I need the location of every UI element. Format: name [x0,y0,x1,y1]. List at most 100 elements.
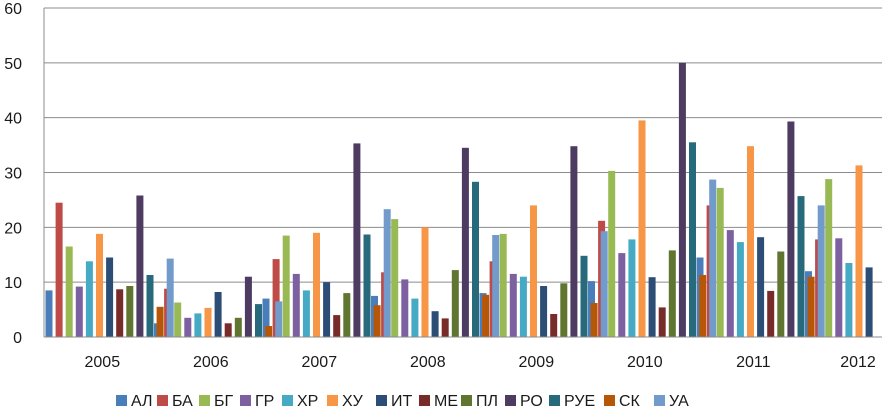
legend-swatch [157,395,168,406]
bar [383,209,391,337]
bar [482,294,490,337]
bar [272,259,280,337]
legend-swatch [654,395,665,406]
bar [658,307,666,337]
bar [855,165,863,337]
y-tick-label: 40 [4,111,22,128]
bar [699,275,707,337]
legend-swatch [327,395,338,406]
bar [648,277,656,337]
legend-label: РО [520,393,543,410]
legend-swatch [199,395,210,406]
y-tick-label: 20 [4,220,22,237]
bar [106,257,114,337]
bar [244,276,252,337]
bar [709,179,717,337]
bar [214,292,222,337]
legend-swatch [376,395,387,406]
legend-label: РУЕ [564,393,595,410]
bar [590,303,598,337]
bar [65,246,73,337]
legend-swatch [116,395,127,406]
bar [689,142,696,337]
bar [580,255,588,337]
bar [492,235,500,337]
bar [797,196,805,337]
bar [333,315,341,337]
legend-swatch [419,395,430,406]
bar [174,302,182,337]
bar [265,326,273,337]
x-tick-label: 2012 [840,354,876,371]
x-tick-label: 2007 [302,354,338,371]
bar [262,298,270,337]
bar [166,258,174,337]
bar [275,301,283,337]
legend-label: БГ [214,393,234,410]
bar [373,305,381,337]
bar [845,263,853,337]
bar [777,251,785,337]
x-tick-label: 2011 [736,354,771,371]
bar [767,290,775,337]
bar [499,233,507,337]
bar [323,282,331,337]
legend-swatch [505,395,516,406]
bar [678,62,686,338]
legend-label: БА [172,393,193,410]
legend: АЛ БА БГ ГР ХР ХУ ИТ МЕ ПЛ РО РУЕ СК УА [116,393,689,410]
bar [75,286,83,337]
bar [570,146,578,337]
bar [136,195,144,337]
x-tick-labels: 2005 2006 2007 2008 2009 2010 2011 2012 [85,354,876,371]
bar [736,242,744,337]
bar [55,202,63,337]
bar [608,170,616,337]
bar [156,306,164,337]
legend-label: ГР [255,393,274,410]
bar [825,179,833,337]
bar [628,239,636,337]
legend-label: ХУ [342,393,364,410]
x-tick-label: 2006 [193,354,229,371]
bar [184,317,192,337]
legend-label: СК [619,393,641,410]
bar [343,293,351,337]
bar [550,314,558,337]
bar [204,307,212,337]
x-tick-label: 2010 [627,354,663,371]
bar [540,286,548,337]
bar [472,181,479,337]
bar [716,187,724,337]
bar [530,205,537,337]
bar [234,317,242,337]
bar [391,219,399,337]
legend-label: ПЛ [476,393,498,410]
bar [441,318,449,337]
bar [519,276,527,337]
bar [787,121,795,337]
bars [45,62,873,338]
bar [255,304,262,337]
bar [461,147,469,337]
bar [353,143,361,337]
bar [401,279,409,337]
bar [45,290,53,337]
bar [224,323,232,337]
legend-swatch [549,395,560,406]
bar [560,283,568,337]
bar [96,233,103,337]
bar [807,276,815,337]
legend-swatch [461,395,472,406]
bar [411,298,419,337]
bar [85,261,93,337]
bar [126,286,134,337]
bar [292,273,300,337]
x-tick-label: 2008 [410,354,446,371]
legend-swatch [240,395,251,406]
y-tick-label: 10 [4,275,22,292]
bar [747,146,754,337]
bar [509,273,517,337]
y-tick-labels: 0 10 20 30 40 50 60 [4,1,22,347]
